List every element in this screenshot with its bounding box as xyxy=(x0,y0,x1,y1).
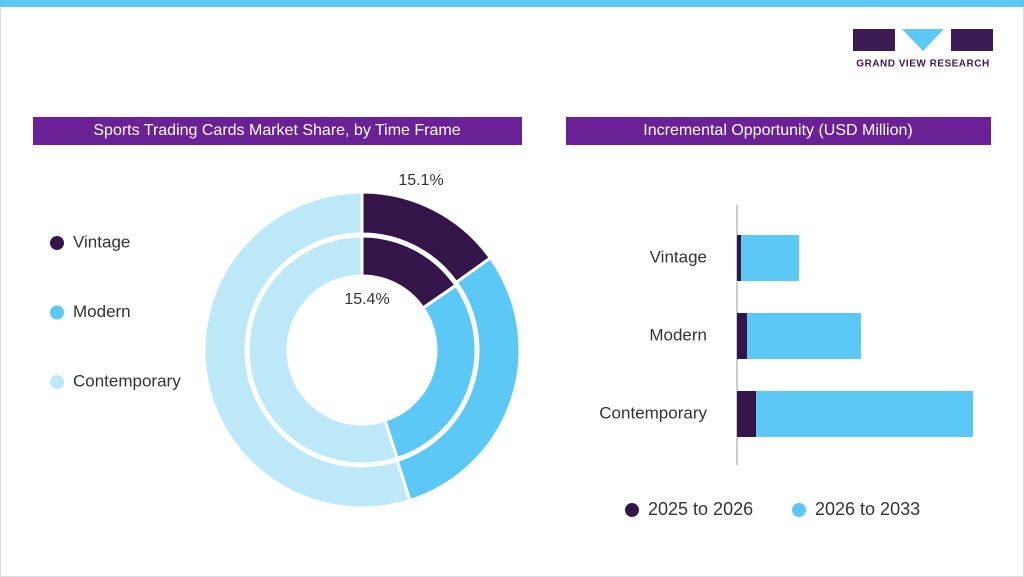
chart-title: Sports Trading Cards Market Share, by Ti… xyxy=(93,122,460,139)
chart-title: Incremental Opportunity (USD Million) xyxy=(643,122,912,139)
bar-segment xyxy=(747,313,861,359)
y-tick-label: Contemporary xyxy=(599,403,707,422)
legend-label: Contemporary xyxy=(73,371,181,390)
panel-header xyxy=(566,117,991,145)
y-tick-label: Modern xyxy=(649,325,707,344)
legend-label: 2025 to 2026 xyxy=(648,499,753,519)
logo-block xyxy=(902,29,944,51)
panel-header xyxy=(33,117,522,145)
legend-label: Vintage xyxy=(73,232,130,251)
legend-swatch xyxy=(50,375,64,389)
logo-block xyxy=(951,29,993,51)
legend-swatch xyxy=(50,236,64,250)
logo-block xyxy=(853,29,895,51)
data-label: 15.1% xyxy=(398,172,443,189)
donut-segment xyxy=(246,234,400,466)
top-stripe xyxy=(0,0,1024,7)
donut-segment xyxy=(202,190,412,510)
legend-swatch xyxy=(792,503,806,517)
bar-segment xyxy=(737,313,747,359)
legend-label: 2026 to 2033 xyxy=(815,499,920,519)
bar-segment xyxy=(756,391,973,437)
legend-swatch xyxy=(50,305,64,320)
y-tick-label: Vintage xyxy=(650,247,707,266)
legend-label: Modern xyxy=(73,302,131,321)
logo-text: GRAND VIEW RESEARCH xyxy=(856,59,989,70)
logo: GRAND VIEW RESEARCH xyxy=(853,29,993,70)
data-label: 15.4% xyxy=(344,291,389,308)
legend-swatch xyxy=(625,503,639,517)
bar-segment xyxy=(737,235,741,281)
bar-segment xyxy=(741,235,799,281)
bar-segment xyxy=(737,391,756,437)
